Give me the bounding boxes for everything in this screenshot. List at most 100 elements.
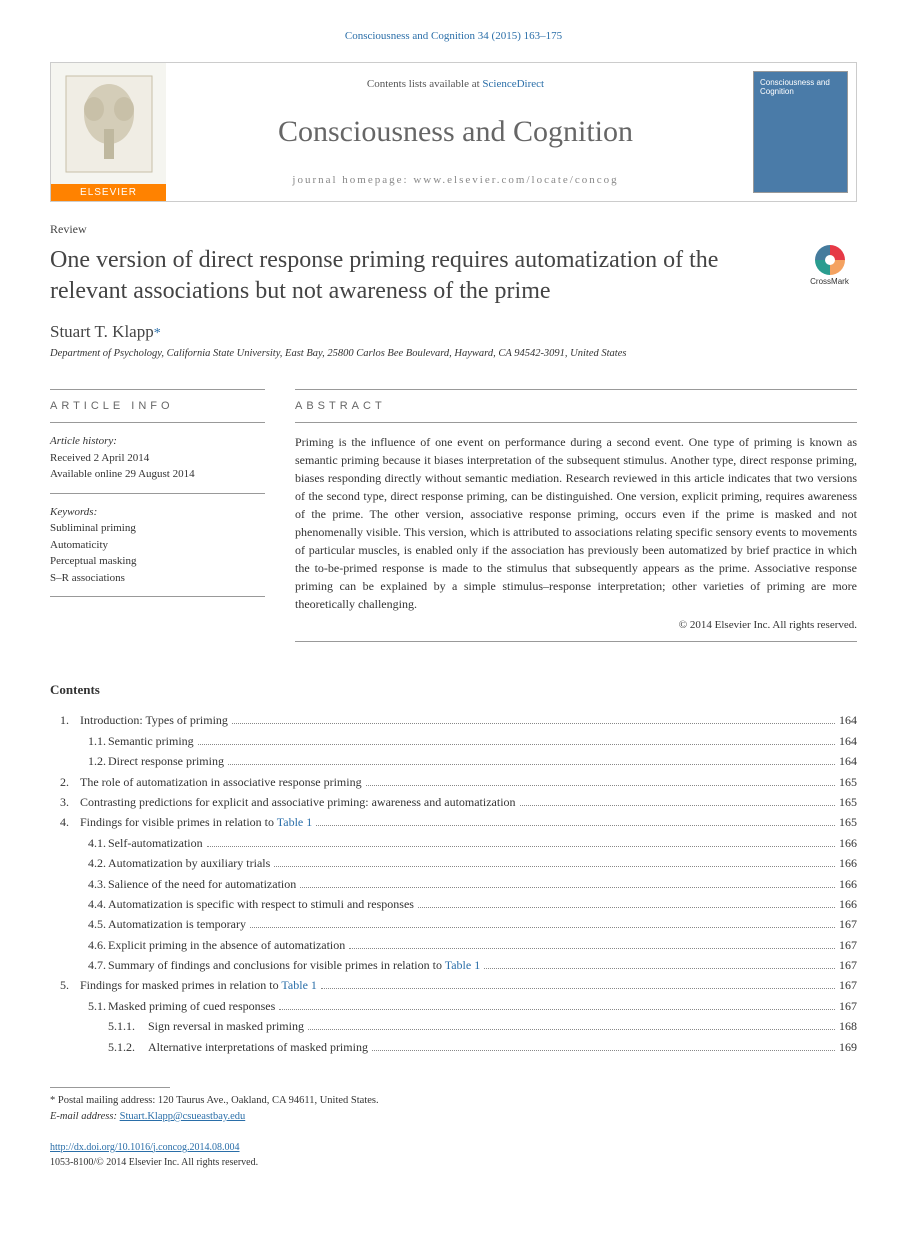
abstract-heading: ABSTRACT — [295, 400, 857, 412]
toc-leader-dots — [366, 785, 835, 786]
toc-number: 4.4. — [50, 894, 108, 914]
article-info-column: ARTICLE INFO Article history: Received 2… — [50, 379, 265, 652]
article-type: Review — [50, 222, 857, 237]
toc-page-number: 164 — [839, 731, 857, 751]
toc-page-number: 168 — [839, 1016, 857, 1036]
toc-table-link[interactable]: Table 1 — [281, 978, 316, 992]
toc-number: 5.1.1. — [50, 1016, 148, 1036]
toc-number: 4.1. — [50, 833, 108, 853]
toc-page-number: 166 — [839, 853, 857, 873]
corr-marker: * — [50, 1095, 55, 1106]
toc-leader-dots — [372, 1050, 835, 1051]
toc-page-number: 167 — [839, 955, 857, 975]
author-line: Stuart T. Klapp* — [50, 322, 857, 342]
elsevier-tree-icon — [51, 63, 166, 184]
toc-entry[interactable]: 4.4.Automatization is specific with resp… — [50, 894, 857, 914]
author-email-link[interactable]: Stuart.Klapp@csueastbay.edu — [120, 1111, 246, 1122]
toc-number: 4. — [50, 812, 80, 832]
toc-title: Salience of the need for automatization — [108, 874, 296, 894]
toc-leader-dots — [207, 846, 835, 847]
toc-table-link[interactable]: Table 1 — [277, 815, 312, 829]
toc-leader-dots — [349, 948, 835, 949]
toc-title: Automatization is temporary — [108, 914, 246, 934]
issn-copyright-line: 1053-8100/© 2014 Elsevier Inc. All right… — [50, 1155, 857, 1170]
toc-title: Semantic priming — [108, 731, 194, 751]
toc-entry[interactable]: 5.1.Masked priming of cued responses167 — [50, 996, 857, 1016]
abstract-column: ABSTRACT Priming is the influence of one… — [295, 379, 857, 652]
toc-title: Self-automatization — [108, 833, 203, 853]
toc-number: 5.1. — [50, 996, 108, 1016]
contents-available-line: Contents lists available at ScienceDirec… — [176, 78, 735, 90]
toc-page-number: 167 — [839, 996, 857, 1016]
author-corr-marker[interactable]: * — [154, 326, 161, 341]
abstract-copyright: © 2014 Elsevier Inc. All rights reserved… — [295, 619, 857, 631]
crossmark-badge[interactable]: CrossMark — [802, 245, 857, 286]
toc-title: Alternative interpretations of masked pr… — [148, 1037, 368, 1057]
online-date: Available online 29 August 2014 — [50, 466, 265, 483]
toc-title: Findings for masked primes in relation t… — [80, 975, 317, 995]
toc-title: Sign reversal in masked priming — [148, 1016, 304, 1036]
toc-entry[interactable]: 2.The role of automatization in associat… — [50, 772, 857, 792]
toc-leader-dots — [308, 1029, 835, 1030]
toc-page-number: 166 — [839, 833, 857, 853]
toc-title: Direct response priming — [108, 751, 224, 771]
toc-entry[interactable]: 4.3.Salience of the need for automatizat… — [50, 874, 857, 894]
toc-page-number: 169 — [839, 1037, 857, 1057]
toc-table-link[interactable]: Table 1 — [445, 958, 480, 972]
journal-banner: ELSEVIER Contents lists available at Sci… — [50, 62, 857, 202]
toc-leader-dots — [250, 927, 835, 928]
toc-page-number: 164 — [839, 751, 857, 771]
toc-page-number: 167 — [839, 914, 857, 934]
corr-address: Postal mailing address: 120 Taurus Ave.,… — [58, 1095, 379, 1106]
toc-title: Contrasting predictions for explicit and… — [80, 792, 516, 812]
toc-entry[interactable]: 3.Contrasting predictions for explicit a… — [50, 792, 857, 812]
toc-leader-dots — [279, 1009, 835, 1010]
toc-number: 5.1.2. — [50, 1037, 148, 1057]
publisher-logo: ELSEVIER — [51, 63, 166, 201]
toc-page-number: 166 — [839, 894, 857, 914]
toc-entry[interactable]: 4.7.Summary of findings and conclusions … — [50, 955, 857, 975]
keyword-item: Automaticity — [50, 537, 265, 554]
toc-entry[interactable]: 5.1.2.Alternative interpretations of mas… — [50, 1037, 857, 1057]
received-date: Received 2 April 2014 — [50, 450, 265, 467]
toc-page-number: 165 — [839, 792, 857, 812]
toc-number: 1. — [50, 710, 80, 730]
sciencedirect-link[interactable]: ScienceDirect — [482, 78, 544, 90]
toc-entry[interactable]: 4.2.Automatization by auxiliary trials16… — [50, 853, 857, 873]
toc-leader-dots — [274, 866, 835, 867]
abstract-text: Priming is the influence of one event on… — [295, 433, 857, 613]
toc-leader-dots — [321, 988, 835, 989]
toc-entry[interactable]: 5.1.1.Sign reversal in masked priming 168 — [50, 1016, 857, 1036]
toc-entry[interactable]: 4.Findings for visible primes in relatio… — [50, 812, 857, 832]
toc-leader-dots — [228, 764, 835, 765]
keyword-item: Perceptual masking — [50, 553, 265, 570]
article-info-heading: ARTICLE INFO — [50, 400, 265, 412]
toc-number: 1.1. — [50, 731, 108, 751]
toc-page-number: 165 — [839, 772, 857, 792]
toc-entry[interactable]: 1.Introduction: Types of priming164 — [50, 710, 857, 730]
toc-leader-dots — [300, 887, 835, 888]
toc-entry[interactable]: 4.5.Automatization is temporary 167 — [50, 914, 857, 934]
toc-leader-dots — [484, 968, 835, 969]
keyword-item: Subliminal priming — [50, 520, 265, 537]
toc-number: 2. — [50, 772, 80, 792]
toc-page-number: 165 — [839, 812, 857, 832]
toc-entry[interactable]: 1.1.Semantic priming 164 — [50, 731, 857, 751]
toc-entry[interactable]: 4.1.Self-automatization 166 — [50, 833, 857, 853]
footnotes: * Postal mailing address: 120 Taurus Ave… — [50, 1087, 857, 1125]
crossmark-label: CrossMark — [802, 277, 857, 286]
toc-entry[interactable]: 4.6.Explicit priming in the absence of a… — [50, 935, 857, 955]
toc-entry[interactable]: 1.2.Direct response priming 164 — [50, 751, 857, 771]
doi-link[interactable]: http://dx.doi.org/10.1016/j.concog.2014.… — [50, 1142, 240, 1153]
toc-number: 4.5. — [50, 914, 108, 934]
toc-entry[interactable]: 5.Findings for masked primes in relation… — [50, 975, 857, 995]
page-footer: http://dx.doi.org/10.1016/j.concog.2014.… — [50, 1140, 857, 1170]
toc-leader-dots — [418, 907, 835, 908]
toc-number: 4.3. — [50, 874, 108, 894]
toc-number: 3. — [50, 792, 80, 812]
journal-name: Consciousness and Cognition — [176, 115, 735, 149]
running-header: Consciousness and Cognition 34 (2015) 16… — [50, 30, 857, 42]
toc-number: 1.2. — [50, 751, 108, 771]
keyword-item: S–R associations — [50, 570, 265, 587]
toc-page-number: 167 — [839, 975, 857, 995]
